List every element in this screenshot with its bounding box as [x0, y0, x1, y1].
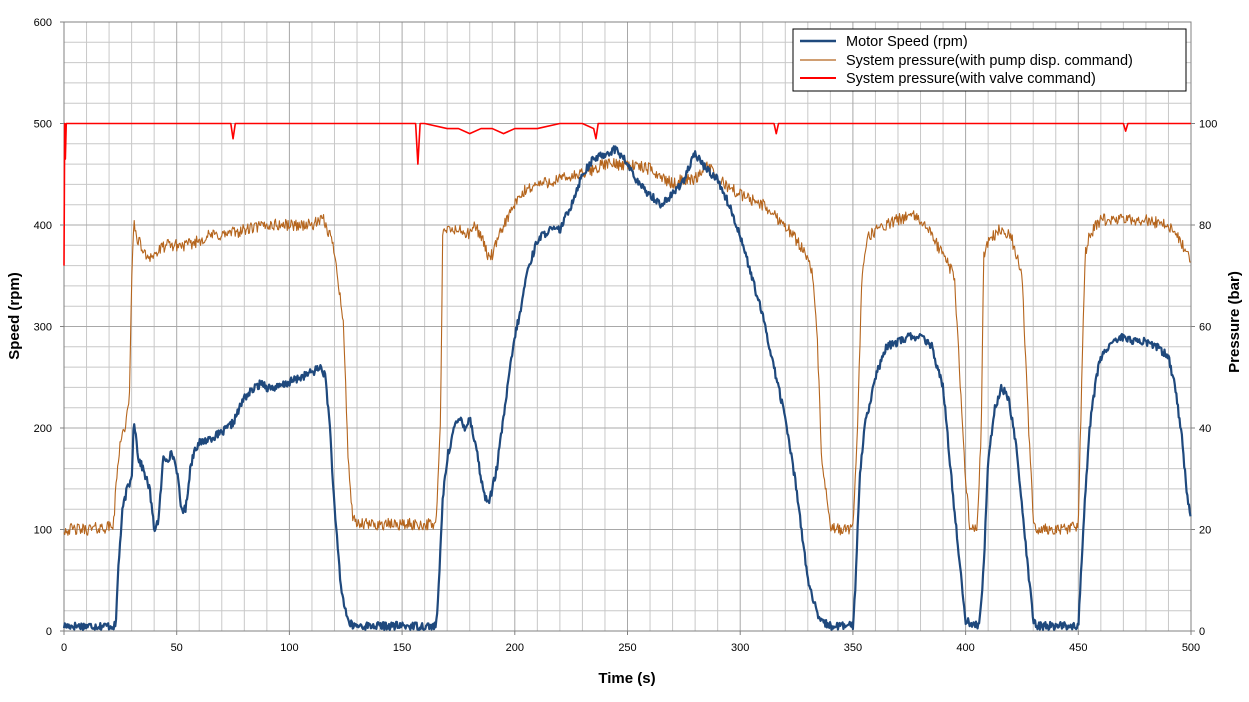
x-tick-label: 200 — [506, 642, 524, 654]
y-tick-label: 400 — [34, 220, 52, 232]
legend-label-motor-speed: Motor Speed (rpm) — [846, 34, 968, 50]
y-tick-label: 600 — [34, 17, 52, 29]
y2-tick-label: 20 — [1199, 525, 1211, 537]
x-tick-label: 400 — [956, 642, 974, 654]
legend-box — [792, 28, 1187, 92]
x-tick-label: 500 — [1182, 642, 1200, 654]
axes-layer: 0 50 100 150 200 250 300 350 400 450 5000100200300… — [34, 17, 1218, 654]
series-line-pump-pressure — [63, 157, 1191, 536]
y2-axis-title: Pressure (bar) — [1226, 271, 1243, 373]
y-axis-title: Speed (rpm) — [6, 272, 23, 360]
y-tick-label: 500 — [34, 119, 52, 131]
x-tick-label: 300 — [731, 642, 749, 654]
x-axis-title: Time (s) — [598, 670, 655, 687]
x-tick-label: 250 — [618, 642, 636, 654]
legend-label-pump-pressure: System pressure(with pump disp. command) — [846, 53, 1133, 69]
x-tick-label: 100 — [280, 642, 298, 654]
series-layer — [62, 122, 1192, 632]
x-tick-label: 350 — [844, 642, 862, 654]
legend-label-valve-pressure: System pressure(with valve command) — [846, 71, 1096, 87]
y2-tick-label: 0 — [1199, 626, 1205, 638]
y2-tick-label: 100 — [1199, 119, 1217, 131]
series-line-valve-pressure — [63, 122, 1191, 266]
x-tick-label: 150 — [393, 642, 411, 654]
y2-tick-label: 60 — [1199, 322, 1211, 334]
legend: Motor Speed (rpm) System pressure(with p… — [792, 28, 1187, 92]
series-line-motor-speed — [62, 145, 1192, 632]
y-tick-label: 0 — [46, 626, 52, 638]
x-tick-label: 0 — [61, 642, 67, 654]
y-tick-label: 300 — [34, 322, 52, 334]
y2-tick-label: 40 — [1199, 423, 1211, 435]
x-tick-label: 50 — [171, 642, 183, 654]
y2-tick-label: 80 — [1199, 220, 1211, 232]
y-tick-label: 100 — [34, 525, 52, 537]
y-tick-label: 200 — [34, 423, 52, 435]
x-tick-label: 450 — [1069, 642, 1087, 654]
